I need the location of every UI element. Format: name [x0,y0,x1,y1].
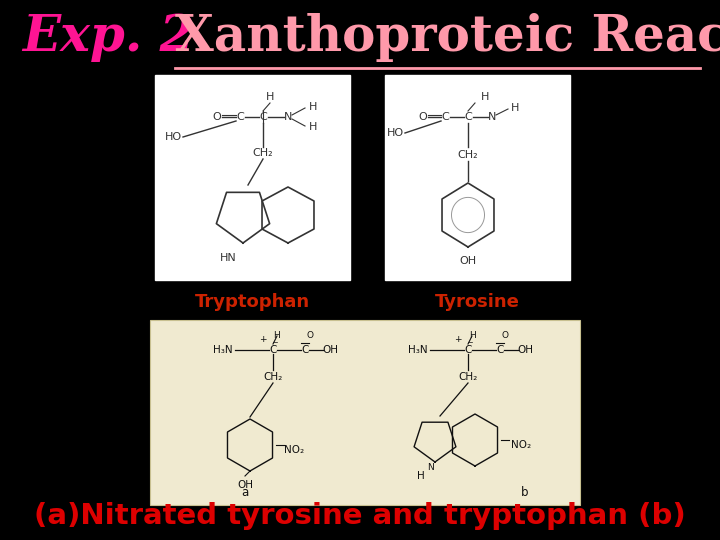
Text: C: C [301,345,309,355]
Text: b: b [521,487,528,500]
Text: C: C [269,345,276,355]
Text: H: H [469,330,475,340]
Text: O: O [212,112,221,122]
Text: H: H [309,102,318,112]
Text: C: C [236,112,244,122]
Text: HO: HO [164,132,181,142]
Text: C: C [464,345,472,355]
Text: OH: OH [517,345,533,355]
Text: O: O [502,330,508,340]
Text: O: O [418,112,428,122]
Text: +: + [454,335,462,345]
Text: N: N [284,112,292,122]
Text: +: + [259,335,266,345]
Text: C: C [259,112,267,122]
Text: CH₂: CH₂ [459,372,477,382]
Text: C: C [464,112,472,122]
Text: H₃N: H₃N [408,345,428,355]
Text: HN: HN [220,253,236,263]
Text: Tryptophan: Tryptophan [194,293,310,311]
Text: CH₂: CH₂ [458,150,478,160]
Text: N: N [427,463,433,472]
Text: Tyrosine: Tyrosine [435,293,519,311]
Text: NO₂: NO₂ [511,440,531,450]
Text: OH: OH [322,345,338,355]
Text: NO₂: NO₂ [284,445,304,455]
Text: OH: OH [459,256,477,266]
Text: HO: HO [387,128,404,138]
Text: CH₂: CH₂ [264,372,283,382]
Text: CH₂: CH₂ [253,148,274,158]
Text: O: O [307,330,313,340]
Text: H: H [266,92,274,102]
Text: H: H [481,92,489,102]
Text: N: N [488,112,496,122]
Text: H: H [417,471,425,481]
Text: (a)Nitrated tyrosine and tryptophan (b): (a)Nitrated tyrosine and tryptophan (b) [34,502,686,530]
Bar [155,75,350,280]
Text: Xanthoproteic Reaction: Xanthoproteic Reaction [175,13,720,62]
Text: H: H [309,122,318,132]
Bar [150,320,580,505]
Text: OH: OH [237,480,253,490]
Text: a: a [241,487,248,500]
Text: Exp. 2: Exp. 2 [22,13,194,62]
Bar [385,75,570,280]
Text: C: C [496,345,504,355]
Text: H: H [510,103,519,113]
Text: H₃N: H₃N [213,345,233,355]
Text: H: H [274,330,280,340]
Text: C: C [441,112,449,122]
